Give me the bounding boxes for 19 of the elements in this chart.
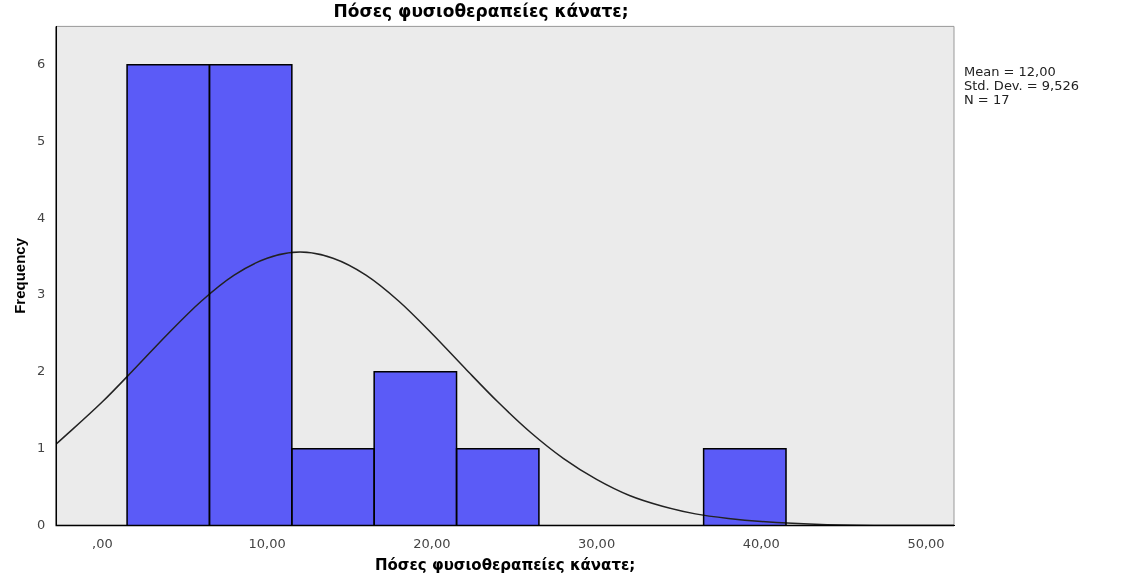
y-axis-title: Frequency: [11, 237, 29, 314]
y-tick-label: 6: [36, 56, 46, 72]
x-tick-label: 40,00: [742, 535, 780, 551]
y-tick-label: 3: [36, 286, 46, 302]
x-tick-label: 30,00: [577, 535, 616, 551]
chart-title: Πόσες φυσιοθεραπείες κάνατε;: [333, 0, 629, 21]
x-axis-title: Πόσες φυσιοθεραπείες κάνατε;: [374, 555, 636, 574]
text: Std. Dev. = 9,526: [964, 78, 1080, 94]
y-tick-label: 2: [36, 363, 46, 379]
x-tick-label: 50,00: [907, 535, 945, 551]
y-tick-label: 5: [36, 132, 46, 148]
text: N = 17: [964, 92, 1010, 108]
y-tick-label: 0: [36, 516, 46, 532]
y-tick-label: 4: [36, 209, 46, 225]
x-tick-label: ,00: [92, 535, 113, 551]
y-tick-label: 1: [36, 440, 46, 456]
x-tick-label: 10,00: [248, 535, 286, 551]
x-tick-label: 20,00: [413, 535, 451, 551]
text: Mean = 12,00: [964, 64, 1056, 80]
